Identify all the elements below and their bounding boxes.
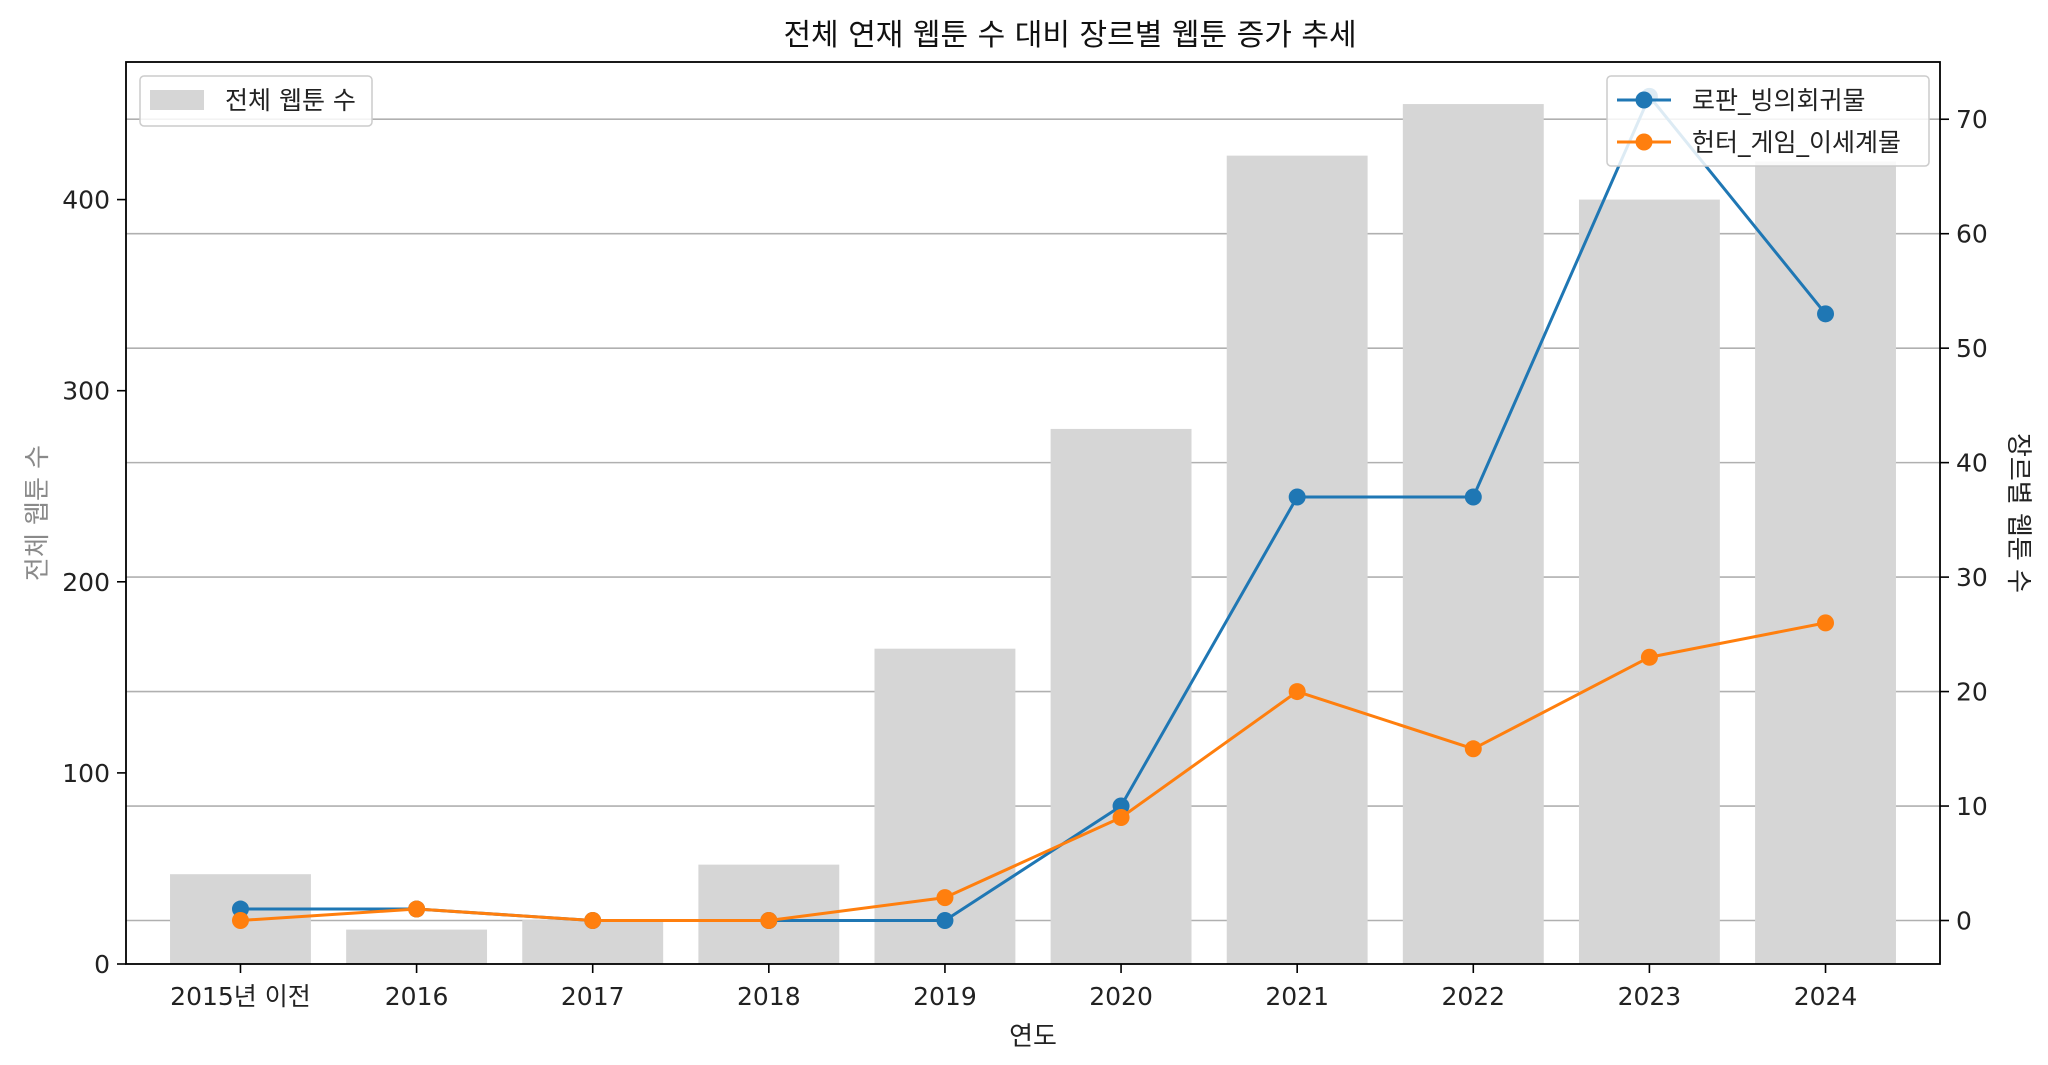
x-axis-title: 연도 bbox=[1009, 1022, 1057, 1052]
x-tick-label-1: 2016 bbox=[385, 982, 449, 1011]
right-y-tick-label-2: 20 bbox=[1956, 678, 1988, 707]
left-y-tick-label-1: 100 bbox=[62, 759, 110, 788]
legend-lines: 로판_빙의회귀물 헌터_게임_이세계물 bbox=[1606, 75, 1930, 167]
legend-line-2-label: 헌터_게임_이세계물 bbox=[1692, 128, 1901, 157]
left-y-axis: 0 100 200 300 400 bbox=[62, 186, 126, 979]
left-y-tick-label-2: 200 bbox=[62, 568, 110, 597]
bar-8 bbox=[1578, 199, 1720, 965]
series-1-line bbox=[240, 621, 1826, 923]
legend-lines-frame bbox=[1606, 75, 1930, 167]
x-tick-label-2: 2017 bbox=[561, 982, 625, 1011]
chart-title: 전체 연재 웹툰 수 대비 장르별 웹툰 증가 추세 bbox=[783, 18, 1356, 53]
series-0-point-6 bbox=[1288, 488, 1306, 506]
right-y-tick-label-5: 50 bbox=[1956, 334, 1988, 363]
left-y-tick-label-3: 300 bbox=[62, 377, 110, 406]
series-1-point-2 bbox=[584, 912, 602, 930]
series-1-point-7 bbox=[1464, 740, 1482, 758]
bar-1 bbox=[346, 929, 488, 964]
series-1-point-4 bbox=[936, 889, 954, 907]
right-y-tick-label-7: 70 bbox=[1956, 105, 1988, 134]
bar-7 bbox=[1402, 104, 1544, 965]
bar-9 bbox=[1755, 161, 1896, 965]
bar-5 bbox=[1050, 428, 1192, 964]
legend-bars-frame bbox=[139, 75, 373, 127]
legend-bars-label: 전체 웹툰 수 bbox=[225, 86, 356, 115]
x-tick-label-5: 2020 bbox=[1089, 982, 1153, 1011]
right-y-tick-label-6: 60 bbox=[1956, 220, 1988, 249]
left-y-tick-label-4: 400 bbox=[62, 186, 110, 215]
legend-line-2-marker bbox=[1635, 133, 1653, 151]
series-0-point-9 bbox=[1817, 305, 1835, 323]
x-tick-label-9: 2024 bbox=[1794, 982, 1858, 1011]
x-tick-label-4: 2019 bbox=[913, 982, 977, 1011]
left-y-axis-title: 전체 웹툰 수 bbox=[23, 445, 53, 581]
bar-6 bbox=[1226, 155, 1368, 964]
x-tick-label-3: 2018 bbox=[737, 982, 801, 1011]
right-y-axis: 0 10 20 30 40 50 60 70 bbox=[1940, 105, 1988, 936]
legend-line-1-marker bbox=[1635, 91, 1653, 109]
x-tick-label-8: 2023 bbox=[1618, 982, 1682, 1011]
left-y-tick-label-0: 0 bbox=[94, 950, 110, 979]
legend-bars-swatch bbox=[150, 90, 204, 110]
series-1-point-1 bbox=[408, 900, 426, 918]
plot-frame bbox=[125, 61, 1941, 965]
x-tick-label-7: 2022 bbox=[1441, 982, 1505, 1011]
right-y-tick-label-4: 40 bbox=[1956, 449, 1988, 478]
series-1-point-9 bbox=[1817, 614, 1835, 632]
series-0-point-7 bbox=[1464, 488, 1482, 506]
x-tick-label-6: 2021 bbox=[1265, 982, 1329, 1011]
legend-line-1-label: 로판_빙의회귀물 bbox=[1692, 86, 1866, 115]
right-y-tick-label-3: 30 bbox=[1956, 563, 1988, 592]
series-1-point-6 bbox=[1288, 683, 1306, 701]
series-1-point-3 bbox=[760, 912, 778, 930]
x-axis: 2015년 이전 2016 2017 2018 2019 2020 2021 2022 2023… bbox=[170, 964, 1857, 1011]
series-1-point-8 bbox=[1640, 648, 1658, 666]
right-y-tick-label-0: 0 bbox=[1956, 907, 1972, 936]
right-y-tick-label-1: 10 bbox=[1956, 792, 1988, 821]
series-0-point-4 bbox=[936, 912, 954, 930]
series-1-point-5 bbox=[1112, 808, 1130, 826]
right-y-axis-title: 장르별 웹툰 수 bbox=[2003, 433, 2033, 593]
legend-bars: 전체 웹툰 수 bbox=[139, 75, 373, 127]
series-1-point-0 bbox=[231, 912, 249, 930]
bar-4 bbox=[874, 648, 1016, 964]
line-series bbox=[231, 87, 1835, 930]
x-tick-label-0: 2015년 이전 bbox=[170, 982, 311, 1011]
